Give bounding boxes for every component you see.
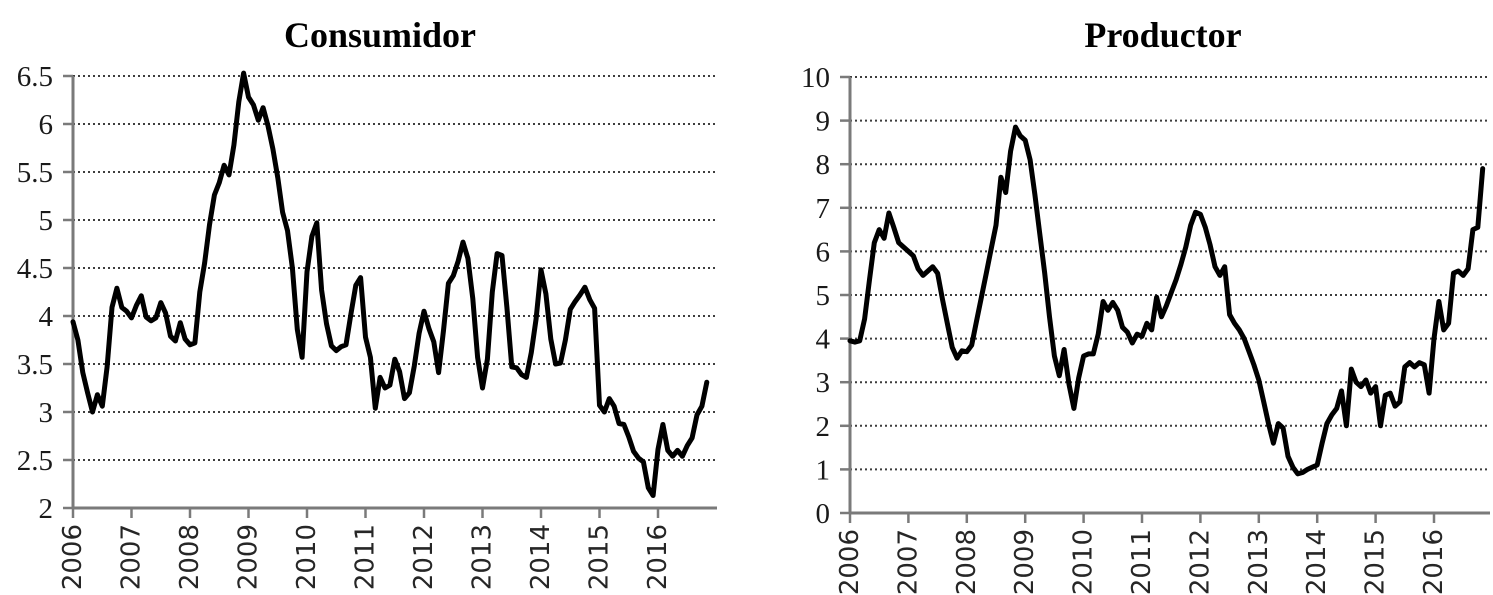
y-tick-label: 2.5 xyxy=(17,445,53,477)
x-tick-label: 2008 xyxy=(175,524,205,590)
x-tick-label: 2015 xyxy=(1361,529,1391,595)
y-tick-label: 6 xyxy=(816,236,831,268)
x-tick-label: 2009 xyxy=(234,524,264,590)
x-tick-label: 2012 xyxy=(1185,529,1215,595)
x-tick-label: 2013 xyxy=(1244,529,1274,595)
y-tick-label: 1 xyxy=(816,454,831,486)
y-tick-label: 0 xyxy=(816,498,831,530)
y-tick-label: 7 xyxy=(816,193,831,225)
x-tick-label: 2007 xyxy=(893,529,923,595)
x-tick-label: 2006 xyxy=(58,524,88,590)
y-tick-label: 6.5 xyxy=(17,61,53,93)
series-line-consumidor xyxy=(70,70,710,498)
x-tick-label: 2013 xyxy=(468,524,498,590)
y-tick-label: 9 xyxy=(816,106,831,138)
y-tick-label: 2 xyxy=(816,411,831,443)
x-tick-label: 2011 xyxy=(351,524,381,590)
y-tick-label: 4 xyxy=(816,324,831,356)
productor-title: Productor xyxy=(1084,15,1241,55)
y-tick-label: 5 xyxy=(39,205,54,237)
x-tick-label: 2009 xyxy=(1010,529,1040,595)
y-tick-label: 2 xyxy=(39,493,54,525)
y-tick-label: 5 xyxy=(816,280,831,312)
y-tick-label: 4 xyxy=(39,301,54,333)
x-tick-label: 2011 xyxy=(1127,529,1157,595)
y-tick-label: 4.5 xyxy=(17,253,53,285)
x-tick-label: 2010 xyxy=(292,524,322,590)
y-tick-label: 6 xyxy=(39,109,54,141)
x-tick-label: 2014 xyxy=(1302,529,1332,595)
y-tick-label: 10 xyxy=(801,62,830,94)
y-tick-label: 5.5 xyxy=(17,157,53,189)
y-tick-label: 8 xyxy=(816,149,831,181)
series-line-productor xyxy=(847,124,1486,477)
x-tick-label: 2015 xyxy=(585,524,615,590)
x-tick-label: 2016 xyxy=(1419,529,1449,595)
x-tick-label: 2012 xyxy=(409,524,439,590)
x-tick-label: 2016 xyxy=(643,524,673,590)
x-tick-label: 2014 xyxy=(526,524,556,590)
y-tick-label: 3 xyxy=(39,397,54,429)
x-tick-label: 2008 xyxy=(952,529,982,595)
consumidor-title: Consumidor xyxy=(284,15,476,55)
y-tick-label: 3.5 xyxy=(17,349,53,381)
x-tick-label: 2007 xyxy=(117,524,147,590)
y-tick-label: 3 xyxy=(816,367,831,399)
x-tick-label: 2010 xyxy=(1069,529,1099,595)
x-tick-label: 2006 xyxy=(835,529,865,595)
